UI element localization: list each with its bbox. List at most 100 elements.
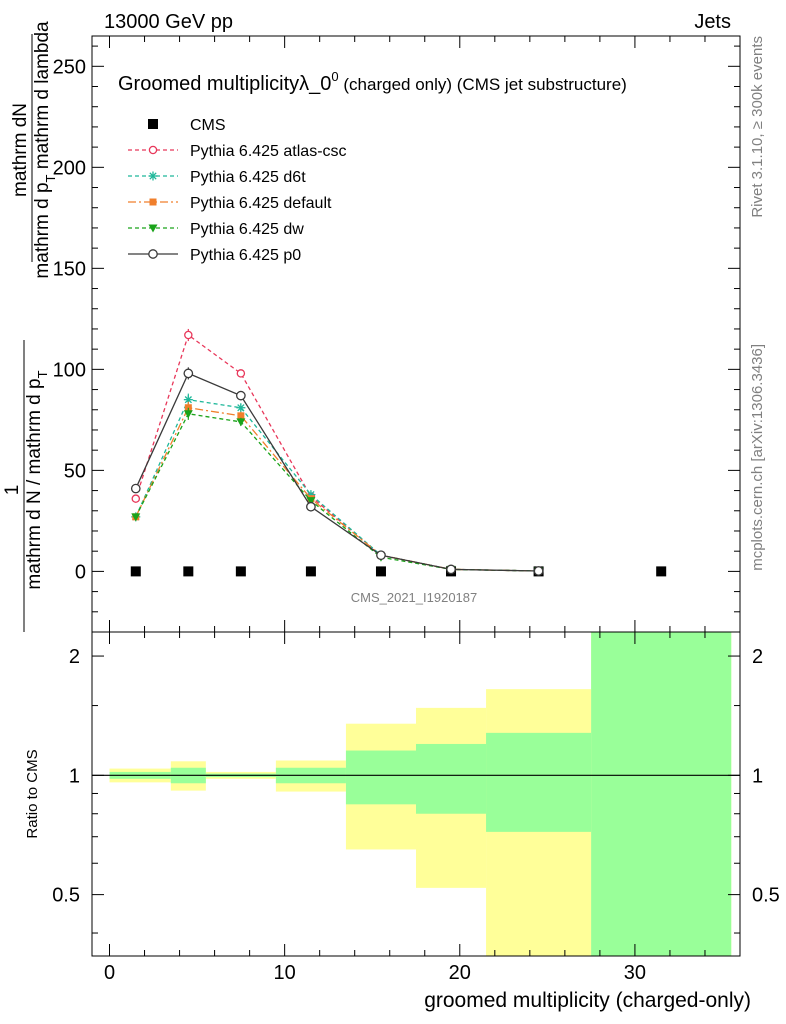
series-point-cms <box>375 566 386 577</box>
ylabel-den-top-sub: T <box>43 174 58 182</box>
series-line-default <box>135 407 539 572</box>
ylabel-num-top: mathrm dN <box>10 103 31 197</box>
ylabel-den-main: mathrm d N / mathrm d pT <box>24 370 50 589</box>
series-default <box>132 401 543 575</box>
rivet-label: Rivet 3.1.10, ≥ 300k events <box>749 36 766 218</box>
ratio-band-inner <box>345 750 416 805</box>
legend-item-cms: CMS <box>148 117 226 134</box>
ylabel-den-main-sub: T <box>35 370 50 378</box>
ratio-panel-ticks: 0.5 0.51 12 20 10 20 30 <box>52 632 780 984</box>
series-point-d6t <box>236 403 246 413</box>
series-point-dw <box>236 418 246 427</box>
ratio-ytick-label: 2 <box>69 646 80 668</box>
legend-marker <box>148 171 158 181</box>
series-point-dw <box>306 497 316 506</box>
title-superscript: 0 <box>331 69 338 84</box>
title-main-text: Groomed multiplicity <box>118 73 299 95</box>
main-y-axis-label: mathrm dN mathrm d pT mathrm d lambda 1 … <box>2 21 58 632</box>
legend: CMS Pythia 6.425 atlas-csc Pythia 6.425 d6… <box>128 117 347 264</box>
series-point-atlas_csc <box>184 330 193 340</box>
legend-label: Pythia 6.425 p0 <box>190 247 301 264</box>
x-axis-label: groomed multiplicity (charged-only) <box>424 989 751 1012</box>
watermark: CMS_2021_I1920187 <box>351 590 478 605</box>
legend-item-atlas_csc: Pythia 6.425 atlas-csc <box>128 143 347 160</box>
main-ytick-label: 150 <box>53 258 86 280</box>
legend-item-default: Pythia 6.425 default <box>128 195 332 212</box>
ratio-ylabel: Ratio to CMS <box>24 749 41 838</box>
main-ytick-label: 0 <box>75 561 86 583</box>
legend-label: Pythia 6.425 d6t <box>190 169 306 186</box>
ylabel-den-top: mathrm d pT mathrm d lambda <box>32 21 58 279</box>
legend-item-p0: Pythia 6.425 p0 <box>128 247 301 264</box>
ratio-ytick-label-right: 0.5 <box>752 885 780 907</box>
series-point-p0 <box>306 501 316 512</box>
legend-marker <box>149 198 157 206</box>
main-ytick-label: 200 <box>53 157 86 179</box>
ylabel-one: 1 <box>2 485 23 496</box>
x-tick-label: 0 <box>104 962 115 984</box>
main-ytick-label: 50 <box>64 460 86 482</box>
series-point-cms <box>305 566 316 577</box>
series-cms <box>130 566 667 577</box>
series-point-dw <box>183 410 193 419</box>
series-point-cms <box>130 566 141 577</box>
series-point-cms <box>183 566 194 577</box>
main-ytick-label: 100 <box>53 359 86 381</box>
series-line-dw <box>135 413 539 572</box>
x-tick-label: 10 <box>274 962 296 984</box>
title-lambda: λ_0 <box>299 73 331 95</box>
series-point-dw <box>131 513 141 522</box>
series-d6t <box>131 393 544 576</box>
legend-label: CMS <box>190 117 226 134</box>
ratio-ytick-label: 1 <box>69 765 80 787</box>
series-point-cms <box>656 566 667 577</box>
main-panel-ticks: 0 50 100 150 200 250 <box>53 36 740 632</box>
series-point-atlas_csc <box>236 369 246 378</box>
series-point-p0 <box>236 390 246 401</box>
x-tick-label: 20 <box>449 962 471 984</box>
ratio-band-inner <box>416 743 487 814</box>
series-atlas_csc <box>131 328 543 576</box>
series-point-p0 <box>533 566 544 576</box>
legend-marker <box>148 145 158 155</box>
ylabel-den-top-tail: mathrm d lambda <box>32 21 53 175</box>
ratio-ytick-label-right: 1 <box>752 765 763 787</box>
main-title: Groomed multiplicityλ_00 (charged only) … <box>118 69 627 95</box>
series-line-p0 <box>135 372 539 572</box>
series-line-atlas_csc <box>135 333 539 572</box>
series-line-d6t <box>135 398 539 572</box>
series-p0 <box>130 367 544 576</box>
header-right: Jets <box>694 11 731 33</box>
series-point-p0 <box>376 550 386 561</box>
ratio-bands <box>92 632 740 956</box>
legend-marker <box>148 249 158 259</box>
ratio-ytick-label: 0.5 <box>52 885 80 907</box>
x-tick-label: 30 <box>624 962 646 984</box>
legend-marker <box>148 119 158 129</box>
title-rest: (charged only) (CMS jet substructure) <box>339 75 627 94</box>
series-point-default <box>237 412 245 420</box>
header-left: 13000 GeV pp <box>104 11 233 33</box>
main-ytick-label: 250 <box>53 56 86 78</box>
legend-label: Pythia 6.425 atlas-csc <box>190 143 347 160</box>
ratio-band-inner <box>486 732 592 832</box>
series-point-atlas_csc <box>131 494 141 503</box>
series-dw <box>131 407 544 576</box>
ratio-ytick-label-right: 2 <box>752 646 763 668</box>
legend-item-d6t: Pythia 6.425 d6t <box>128 169 306 186</box>
series-point-p0 <box>130 483 141 494</box>
series-point-p0 <box>446 564 456 575</box>
mcplots-label: mcplots.cern.ch [arXiv:1306.3436] <box>749 344 766 571</box>
ratio-band-inner <box>591 632 732 956</box>
legend-item-dw: Pythia 6.425 dw <box>128 221 304 238</box>
ratio-panel-frame <box>91 631 741 957</box>
ylabel-den-main-text: mathrm d N / mathrm d p <box>24 378 45 589</box>
series-point-p0 <box>183 368 194 379</box>
legend-label: Pythia 6.425 dw <box>190 221 304 238</box>
series-point-cms <box>235 566 246 577</box>
main-panel-series <box>130 328 667 577</box>
legend-label: Pythia 6.425 default <box>190 195 332 212</box>
legend-marker <box>148 224 158 233</box>
ylabel-den-top-text: mathrm d p <box>32 182 53 278</box>
